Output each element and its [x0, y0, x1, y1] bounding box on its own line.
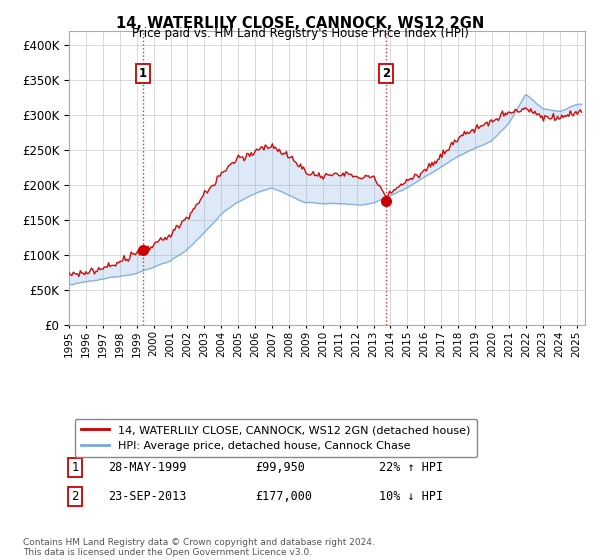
Text: 14, WATERLILY CLOSE, CANNOCK, WS12 2GN: 14, WATERLILY CLOSE, CANNOCK, WS12 2GN: [116, 16, 484, 31]
Legend: 14, WATERLILY CLOSE, CANNOCK, WS12 2GN (detached house), HPI: Average price, det: 14, WATERLILY CLOSE, CANNOCK, WS12 2GN (…: [74, 418, 477, 458]
Text: 1: 1: [139, 67, 147, 80]
Text: 28-MAY-1999: 28-MAY-1999: [108, 461, 186, 474]
Text: Contains HM Land Registry data © Crown copyright and database right 2024.
This d: Contains HM Land Registry data © Crown c…: [23, 538, 374, 557]
Text: £99,950: £99,950: [255, 461, 305, 474]
Text: 2: 2: [71, 491, 79, 503]
Text: £177,000: £177,000: [255, 491, 312, 503]
Text: 2: 2: [382, 67, 390, 80]
Text: 23-SEP-2013: 23-SEP-2013: [108, 491, 186, 503]
Text: Price paid vs. HM Land Registry's House Price Index (HPI): Price paid vs. HM Land Registry's House …: [131, 27, 469, 40]
Text: 10% ↓ HPI: 10% ↓ HPI: [379, 491, 443, 503]
Text: 22% ↑ HPI: 22% ↑ HPI: [379, 461, 443, 474]
Text: 1: 1: [71, 461, 79, 474]
